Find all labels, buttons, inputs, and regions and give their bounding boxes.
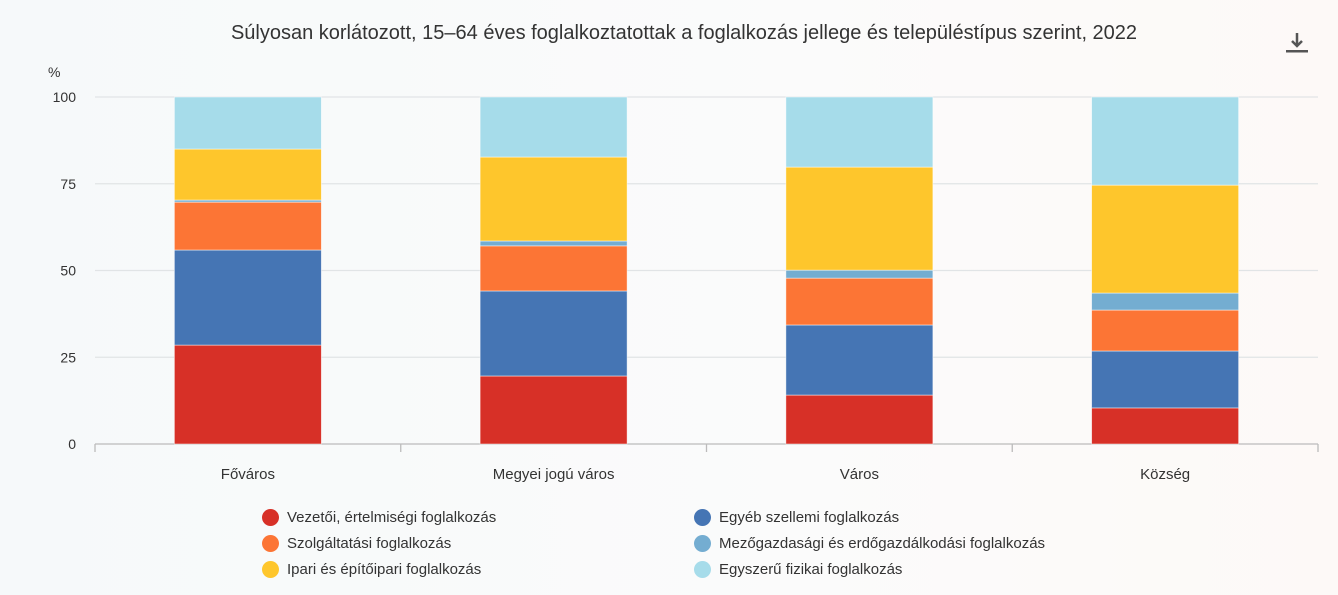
legend-label: Mezőgazdasági és erdőgazdálkodási foglal… <box>719 535 1046 552</box>
bar-segment <box>479 156 628 242</box>
y-tick-label: 25 <box>60 349 76 365</box>
legend-swatch <box>262 561 279 578</box>
x-tick-label: Község <box>1140 466 1190 483</box>
bar-segment <box>479 240 628 247</box>
bar-segment <box>785 166 934 271</box>
chart-title: Súlyosan korlátozott, 15–64 éves foglalk… <box>230 22 1138 44</box>
legend-swatch <box>694 561 711 578</box>
bar-segment <box>1091 96 1240 186</box>
legend-swatch <box>694 535 711 552</box>
bar-segment <box>1091 350 1240 409</box>
bar-segment <box>1091 292 1240 311</box>
legend-item[interactable]: Ipari és építőipari foglalkozás <box>262 559 694 580</box>
legend-label: Egyszerű fizikai foglalkozás <box>719 561 903 578</box>
legend-swatch <box>262 509 279 526</box>
bar-segment <box>173 344 322 445</box>
bar-segment <box>173 96 322 150</box>
bar-segment <box>785 394 934 445</box>
bar-segment <box>479 290 628 377</box>
y-tick-label: 50 <box>60 263 76 279</box>
y-tick-label: 0 <box>68 436 76 452</box>
y-axis-label: % <box>48 64 61 80</box>
bar-segment <box>1091 407 1240 445</box>
bar-segment <box>785 269 934 279</box>
x-tick-label: Megyei jogú város <box>493 466 615 483</box>
download-icon <box>1286 33 1308 53</box>
bar-segment <box>479 375 628 445</box>
legend: Vezetői, értelmiségi foglalkozás Egyéb sz… <box>262 507 1162 580</box>
legend-label: Ipari és építőipari foglalkozás <box>287 561 482 578</box>
bar-segment <box>173 249 322 346</box>
bar-segment <box>1091 184 1240 294</box>
legend-swatch <box>262 535 279 552</box>
legend-swatch <box>694 509 711 526</box>
legend-label: Egyéb szellemi foglalkozás <box>719 509 900 526</box>
bar-segment <box>479 96 628 158</box>
y-tick-label: 75 <box>60 176 76 192</box>
bar-segment <box>1091 309 1240 352</box>
download-button[interactable] <box>1284 30 1310 56</box>
legend-item[interactable]: Szolgáltatási foglalkozás <box>262 533 694 554</box>
bar-segment <box>785 96 934 168</box>
bar-segment <box>479 245 628 292</box>
legend-item[interactable]: Mezőgazdasági és erdőgazdálkodási foglal… <box>694 533 1154 554</box>
bar-segment <box>173 148 322 201</box>
legend-label: Vezetői, értelmiségi foglalkozás <box>287 509 497 526</box>
legend-item[interactable]: Vezetői, értelmiségi foglalkozás <box>262 507 694 528</box>
x-tick-label: Főváros <box>221 466 275 483</box>
bar-segment <box>785 277 934 326</box>
legend-item[interactable]: Egyéb szellemi foglalkozás <box>694 507 1154 528</box>
y-tick-label: 100 <box>53 89 77 105</box>
bar-segment <box>173 201 322 251</box>
plot-area: 0 25 50 75 100 Főváros Megyei jogú város Város K… <box>53 89 1319 483</box>
bar-segment <box>785 324 934 396</box>
legend-item[interactable]: Egyszerű fizikai foglalkozás <box>694 559 1154 580</box>
legend-label: Szolgáltatási foglalkozás <box>287 535 452 552</box>
x-tick-label: Város <box>840 466 879 483</box>
